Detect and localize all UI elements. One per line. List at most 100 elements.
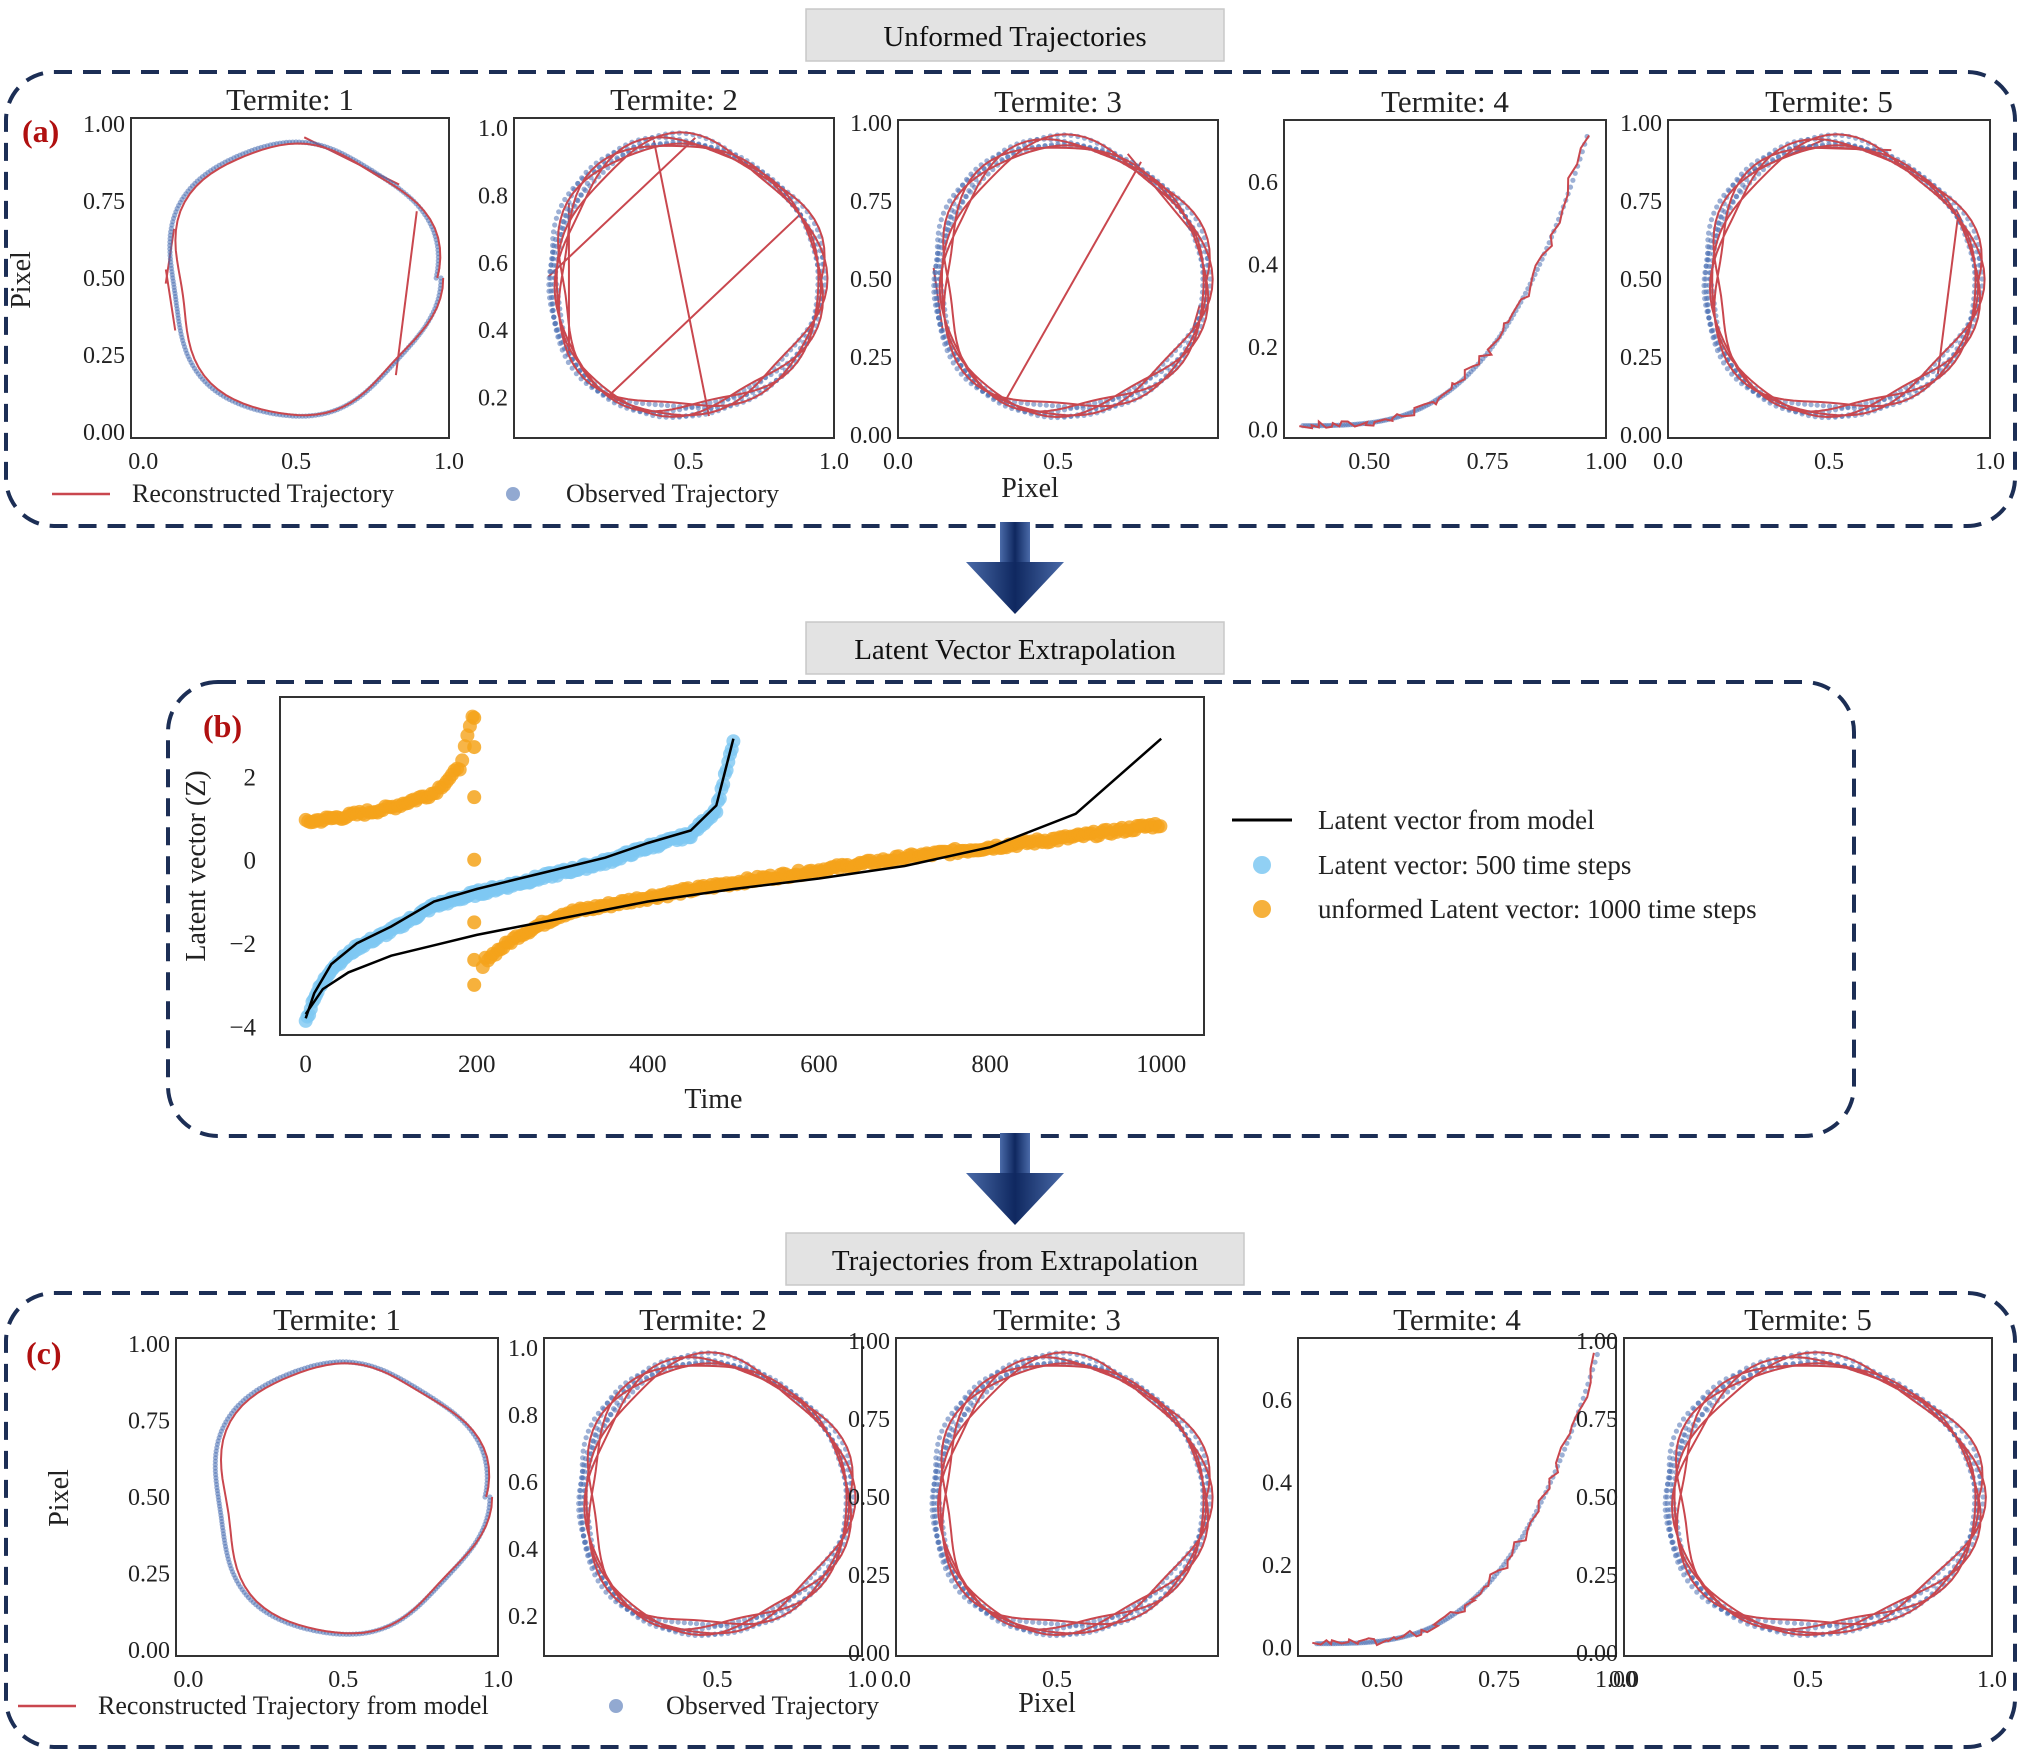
observed-point	[1023, 1619, 1029, 1625]
observed-point	[724, 1623, 730, 1629]
observed-point	[1036, 1620, 1042, 1626]
subplot-frame	[175, 1337, 499, 1657]
observed-point	[689, 404, 695, 411]
y-tick-label: 0.50	[1576, 1485, 1618, 1511]
y-tick-label: 0.00	[848, 1641, 890, 1667]
panel-c-ylabel: Pixel	[44, 1469, 75, 1527]
observed-point	[933, 263, 939, 269]
observed-point	[942, 1422, 948, 1428]
subplot-frame	[897, 119, 1219, 439]
legend-swatch-dot	[1253, 900, 1271, 918]
observed-point	[552, 222, 558, 228]
observed-point	[1714, 204, 1720, 210]
observed-point	[649, 1372, 655, 1378]
x-tick-label: 1.0	[819, 449, 849, 475]
observed-point	[945, 220, 951, 226]
observed-point	[1711, 210, 1717, 216]
observed-point	[552, 321, 558, 327]
subplot-termite-3: Termite: 30.0 0.50.000.250.500.751.00	[850, 84, 1219, 475]
observed-point	[1738, 171, 1745, 177]
observed-point	[1734, 176, 1740, 182]
subplot-title: Termite: 5	[1765, 84, 1893, 119]
observed-point	[548, 275, 554, 281]
observed-point	[1594, 1351, 1600, 1358]
reconstructed-trajectory	[1708, 133, 1986, 419]
observed-point	[939, 1428, 945, 1434]
legend-observed-swatch	[506, 487, 520, 501]
y-tick-label: 1.00	[83, 112, 125, 138]
observed-point	[1043, 402, 1049, 408]
reconstructed-jump-line	[164, 269, 177, 331]
observed-point	[1705, 308, 1711, 314]
subplot-title: Termite: 4	[1381, 84, 1509, 119]
observed-point	[936, 315, 942, 321]
observed-point	[1664, 1488, 1670, 1494]
observed-point	[933, 289, 939, 295]
subplot-frame	[513, 117, 835, 439]
reconstructed-trajectory	[583, 1351, 857, 1637]
observed-point	[551, 243, 557, 249]
observed-point	[1802, 401, 1808, 407]
latent-x-tick: 1000	[1136, 1051, 1186, 1078]
observed-point	[931, 1500, 937, 1506]
y-tick-label: 0.6	[1262, 1388, 1292, 1414]
observed-point	[562, 196, 568, 203]
observed-point	[1669, 1441, 1675, 1447]
subplot-frame	[1667, 119, 1991, 439]
observed-point	[669, 1619, 675, 1625]
observed-point	[1703, 276, 1709, 282]
observed-point	[593, 1432, 599, 1438]
latent-y-tick: −4	[229, 1015, 256, 1042]
latent-x-tick: 0	[299, 1051, 312, 1078]
panel-b-header-text: Latent Vector Extrapolation	[854, 634, 1176, 666]
observed-point	[1847, 1618, 1853, 1624]
observed-point	[1030, 1619, 1036, 1625]
subplot-termite-2: Termite: 20.5 1.00.20.40.60.81.0	[478, 82, 849, 475]
x-tick-label: 1.0	[1977, 1667, 2007, 1693]
y-tick-label: 0.6	[1248, 170, 1278, 196]
observed-point	[934, 257, 940, 263]
observed-point	[580, 1526, 586, 1532]
subplot-frame	[543, 1337, 863, 1657]
observed-point	[935, 250, 941, 256]
x-tick-label: 0.0	[1609, 1667, 1639, 1693]
observed-point	[640, 400, 646, 406]
observed-point	[954, 366, 960, 372]
observed-point	[582, 1539, 588, 1545]
observed-point	[1572, 170, 1578, 176]
observed-point	[936, 244, 942, 250]
observed-point	[958, 1400, 964, 1406]
trajectory-content	[546, 130, 829, 420]
legend-swatch-dot	[1253, 856, 1271, 874]
panel-a-header-text: Unformed Trajectories	[883, 21, 1146, 53]
observed-point	[548, 288, 554, 294]
arrow-down-1	[966, 522, 1064, 614]
observed-point	[947, 198, 953, 204]
observed-point	[579, 1520, 585, 1526]
observed-point	[932, 1475, 938, 1481]
y-tick-label: 1.0	[478, 116, 508, 142]
observed-point	[932, 276, 939, 282]
y-tick-label: 0.50	[83, 266, 125, 292]
observed-point	[1770, 1619, 1776, 1625]
point-unformed-1000-gap	[467, 790, 482, 805]
observed-point	[934, 1448, 940, 1454]
observed-point	[1724, 366, 1730, 372]
observed-point	[578, 1481, 584, 1487]
observed-point	[966, 1389, 973, 1395]
observed-point	[1863, 400, 1869, 406]
latent-model-line-500	[304, 738, 735, 1019]
legend-observed-swatch-c	[609, 1699, 623, 1713]
observed-point	[1814, 402, 1820, 408]
y-tick-label: 0.4	[1248, 253, 1278, 279]
observed-point	[548, 281, 554, 288]
observed-point	[1054, 1621, 1061, 1627]
observed-point	[943, 204, 950, 210]
observed-point	[1519, 1533, 1526, 1540]
trajectory-content	[931, 132, 1214, 421]
latent-xlabel: Time	[684, 1084, 742, 1115]
observed-point	[936, 1435, 943, 1441]
x-tick-label: 0.5	[1042, 1667, 1072, 1693]
observed-point	[1747, 1372, 1753, 1378]
